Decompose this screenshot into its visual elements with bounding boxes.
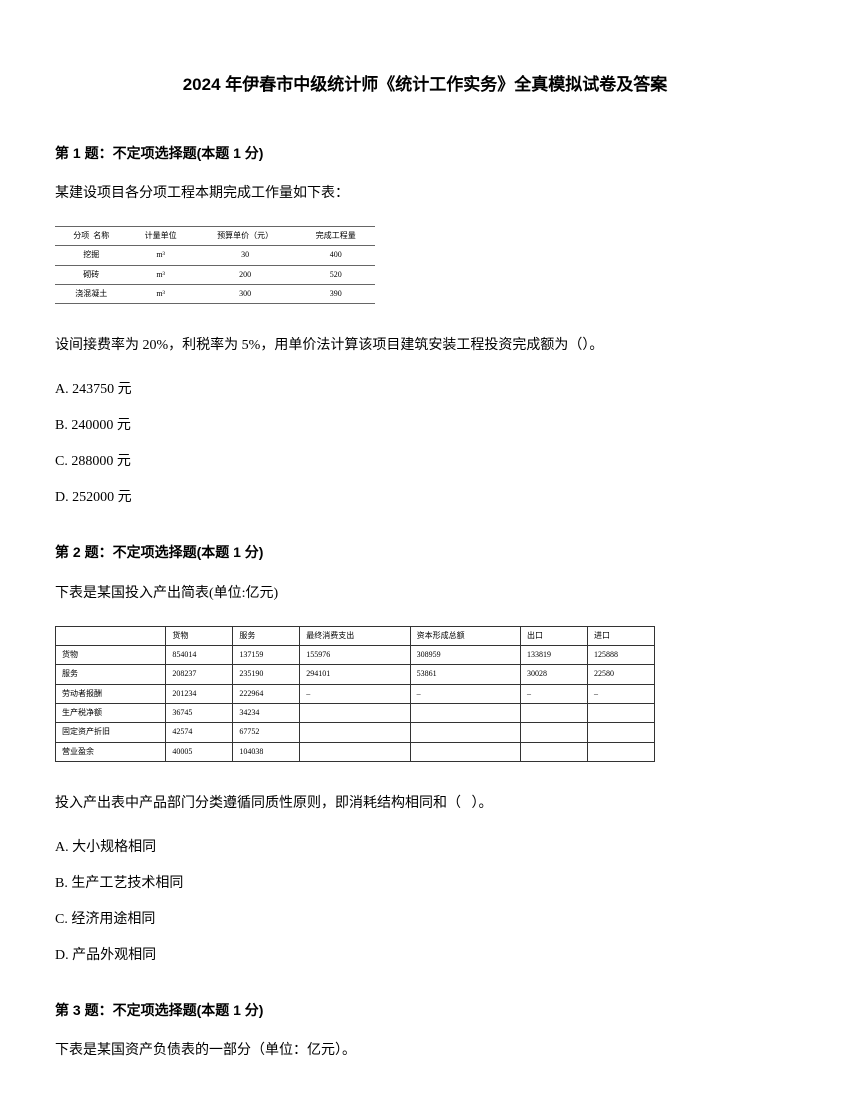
q2-td (587, 723, 654, 742)
q2-td: 67752 (233, 723, 300, 742)
q1-td: 520 (296, 265, 375, 284)
q2-td: 36745 (166, 704, 233, 723)
q2-td: 137159 (233, 645, 300, 664)
q1-table: 分项 名称 计量单位 预算单价（元） 完成工程量 挖掘 m³ 30 400 砌砖… (55, 226, 375, 305)
q1-th: 分项 名称 (55, 226, 127, 245)
q2-option-d: D. 产品外观相同 (55, 942, 795, 970)
q2-th (56, 626, 166, 645)
q1-td: m³ (127, 265, 193, 284)
q2-td: 22580 (587, 665, 654, 684)
q2-td: 294101 (300, 665, 410, 684)
q2-td: 235190 (233, 665, 300, 684)
q2-td: 201234 (166, 684, 233, 703)
q1-option-b: B. 240000 元 (55, 412, 795, 440)
q2-td (300, 704, 410, 723)
q2-td: 40005 (166, 742, 233, 761)
q1-th: 计量单位 (127, 226, 193, 245)
q1-td: 390 (296, 284, 375, 303)
q2-td: 208237 (166, 665, 233, 684)
q1-td: 300 (194, 284, 297, 303)
q2-td: 125888 (587, 645, 654, 664)
q2-th: 货物 (166, 626, 233, 645)
q2-td: 营业盈余 (56, 742, 166, 761)
q2-td: 308959 (410, 645, 520, 664)
q3-header: 第 3 题：不定项选择题(本题 1 分) (55, 998, 795, 1023)
q2-td: 34234 (233, 704, 300, 723)
q1-text: 某建设项目各分项工程本期完成工作量如下表： (55, 180, 795, 208)
q2-option-a: A. 大小规格相同 (55, 834, 795, 862)
q2-td: – (587, 684, 654, 703)
q2-th: 最终消费支出 (300, 626, 410, 645)
q2-td (300, 723, 410, 742)
q2-td: 30028 (521, 665, 588, 684)
q2-td: 42574 (166, 723, 233, 742)
q1-option-d: D. 252000 元 (55, 484, 795, 512)
q2-td: 133819 (521, 645, 588, 664)
q1-td: 30 (194, 246, 297, 265)
q2-td: – (300, 684, 410, 703)
q1-question: 设间接费率为 20%，利税率为 5%，用单价法计算该项目建筑安装工程投资完成额为… (55, 332, 795, 360)
q2-th: 进口 (587, 626, 654, 645)
q1-option-c: C. 288000 元 (55, 448, 795, 476)
q2-td (521, 704, 588, 723)
q2-td: 854014 (166, 645, 233, 664)
q3-text: 下表是某国资产负债表的一部分（单位：亿元）。 (55, 1037, 795, 1065)
q1-th: 完成工程量 (296, 226, 375, 245)
q2-td (410, 704, 520, 723)
q2-td: – (521, 684, 588, 703)
q2-th: 资本形成总额 (410, 626, 520, 645)
q2-text: 下表是某国投入产出简表(单位:亿元) (55, 580, 795, 608)
q2-td: 155976 (300, 645, 410, 664)
q2-th: 服务 (233, 626, 300, 645)
q1-header: 第 1 题：不定项选择题(本题 1 分) (55, 141, 795, 166)
q2-td (587, 742, 654, 761)
q2-table: 货物 服务 最终消费支出 资本形成总额 出口 进口 货物 854014 1371… (55, 626, 655, 763)
q2-td: 222964 (233, 684, 300, 703)
q1-option-a: A. 243750 元 (55, 376, 795, 404)
q1-td: 200 (194, 265, 297, 284)
q1-td: 浇混凝土 (55, 284, 127, 303)
q2-td: 104038 (233, 742, 300, 761)
q2-td (521, 742, 588, 761)
q2-td: 服务 (56, 665, 166, 684)
q1-td: m³ (127, 284, 193, 303)
q2-td (300, 742, 410, 761)
q1-td: 砌砖 (55, 265, 127, 284)
q2-td: 固定资产折旧 (56, 723, 166, 742)
q1-td: 挖掘 (55, 246, 127, 265)
q2-td (410, 742, 520, 761)
q2-td (587, 704, 654, 723)
q2-td (410, 723, 520, 742)
q2-header: 第 2 题：不定项选择题(本题 1 分) (55, 540, 795, 565)
q2-td (521, 723, 588, 742)
page-title: 2024 年伊春市中级统计师《统计工作实务》全真模拟试卷及答案 (55, 70, 795, 101)
q2-td: 劳动者报酬 (56, 684, 166, 703)
q1-td: m³ (127, 246, 193, 265)
q2-td: 货物 (56, 645, 166, 664)
q2-td: 53861 (410, 665, 520, 684)
q2-td: – (410, 684, 520, 703)
q2-th: 出口 (521, 626, 588, 645)
q2-option-b: B. 生产工艺技术相同 (55, 870, 795, 898)
q2-question: 投入产出表中产品部门分类遵循同质性原则，即消耗结构相同和（ ）。 (55, 790, 795, 818)
q2-td: 生产税净额 (56, 704, 166, 723)
q1-th: 预算单价（元） (194, 226, 297, 245)
q1-td: 400 (296, 246, 375, 265)
q2-option-c: C. 经济用途相同 (55, 906, 795, 934)
